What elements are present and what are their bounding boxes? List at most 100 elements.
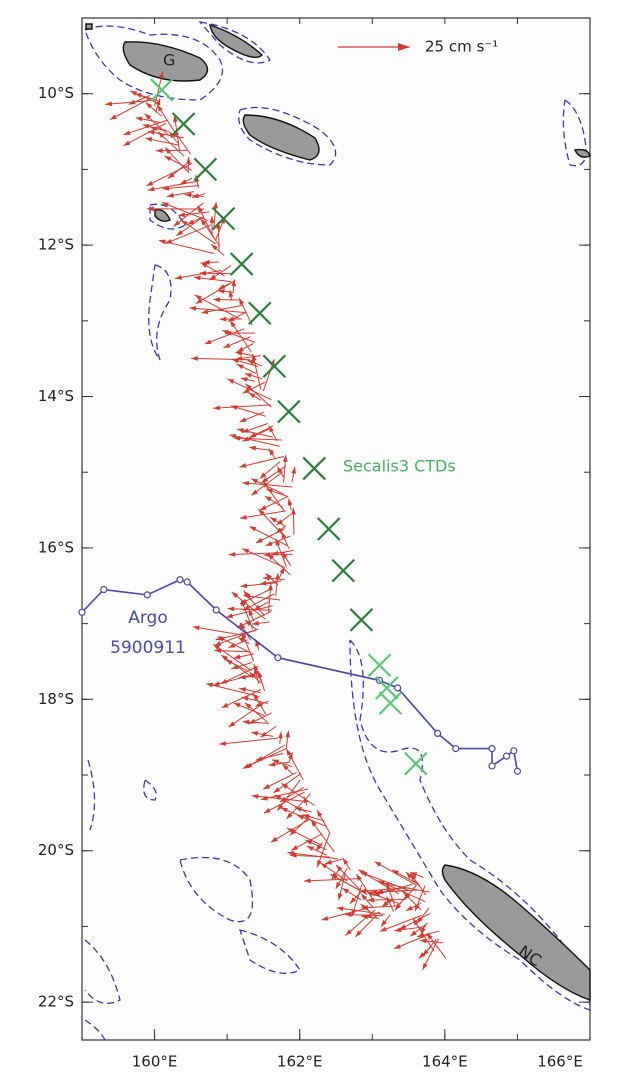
vector-head	[342, 857, 349, 865]
vector-head	[144, 113, 152, 120]
ctd-label: Secalis3 CTDs	[343, 457, 456, 476]
argo-float	[143, 591, 151, 599]
vector	[123, 119, 168, 136]
vector-head	[221, 702, 229, 708]
vector	[374, 861, 416, 886]
islands	[85, 23, 591, 1001]
argo-float	[452, 744, 460, 753]
argo-float	[510, 747, 518, 755]
vector-head	[147, 130, 155, 135]
vector-head	[147, 186, 155, 192]
vector-head	[147, 206, 154, 212]
vector	[105, 99, 155, 105]
vector-head	[191, 356, 198, 361]
vector-head	[265, 541, 273, 546]
vector-head	[123, 140, 131, 146]
vector-head	[245, 619, 252, 626]
vector-head	[244, 702, 252, 709]
vector	[286, 827, 323, 847]
vector-head	[258, 509, 265, 516]
vector-head	[274, 794, 282, 801]
ctd-station	[248, 301, 272, 326]
vector-head	[285, 730, 291, 738]
vector-head	[204, 339, 212, 345]
vector-head	[251, 793, 259, 799]
vector-head	[336, 865, 343, 872]
vector-head	[248, 609, 254, 617]
vector-head	[235, 351, 243, 356]
ctd-station	[367, 653, 392, 678]
vector-head	[259, 505, 267, 511]
vector-head	[276, 519, 284, 526]
vector	[242, 748, 286, 770]
vector	[192, 626, 247, 637]
vector-head	[219, 741, 226, 746]
vector-head	[230, 405, 238, 411]
vector-head	[209, 216, 215, 223]
argo-track	[81, 578, 519, 772]
vector-head	[233, 703, 241, 708]
vector-head	[372, 891, 380, 897]
vector-head	[255, 756, 263, 761]
vector	[377, 880, 426, 903]
vector-head	[200, 218, 207, 226]
vector	[239, 456, 285, 468]
vector-head	[240, 583, 248, 589]
vector-head	[359, 888, 367, 894]
vector-head	[203, 259, 210, 265]
argo-float	[513, 767, 522, 775]
vector-head	[225, 659, 233, 665]
vector-head	[255, 537, 263, 543]
vector-head	[419, 938, 427, 944]
y-tick-label: 18°S	[38, 690, 74, 708]
vector-head	[265, 573, 273, 580]
vector-head	[330, 874, 338, 880]
vector-head	[194, 295, 202, 301]
vector-head	[233, 654, 241, 660]
vector-head	[192, 625, 200, 631]
argo-float	[394, 684, 402, 692]
vector-head	[145, 137, 153, 142]
ctd-station	[277, 399, 301, 424]
vector-head	[287, 850, 295, 856]
vector-head	[303, 796, 309, 804]
vector	[379, 914, 422, 932]
vector-head	[230, 320, 236, 328]
argo-float	[502, 752, 511, 760]
vector	[280, 807, 328, 828]
vector-head	[145, 102, 153, 109]
ctd-station	[193, 157, 218, 182]
vector-head	[268, 425, 275, 433]
vector-head	[167, 172, 175, 179]
vector-head	[239, 674, 246, 680]
vector-head	[263, 552, 271, 558]
vector-head	[195, 298, 203, 304]
vector-head	[146, 180, 154, 186]
ctd-station	[349, 608, 374, 632]
vector-head	[219, 316, 227, 322]
vector-head	[410, 873, 417, 881]
vector-head	[239, 298, 245, 305]
vector-head	[253, 667, 259, 675]
vector	[336, 907, 385, 915]
vector-head	[110, 114, 117, 120]
vector	[147, 180, 199, 191]
y-tick-label: 14°S	[38, 387, 74, 405]
vector-head	[268, 448, 275, 456]
argo-float	[434, 729, 442, 738]
vector-head	[417, 932, 424, 938]
vector	[228, 703, 264, 728]
vector-head	[228, 290, 234, 298]
vector-head	[242, 763, 250, 769]
vector	[231, 591, 266, 620]
vector-head	[381, 901, 389, 908]
vector-head	[399, 924, 407, 930]
ctd-station	[404, 751, 428, 776]
vector-head	[426, 933, 433, 940]
vector-head	[239, 417, 247, 423]
vector-head	[336, 906, 344, 912]
vector-head	[282, 764, 289, 771]
vector	[221, 688, 262, 709]
vector-head	[279, 567, 285, 575]
vector-head	[228, 551, 236, 557]
